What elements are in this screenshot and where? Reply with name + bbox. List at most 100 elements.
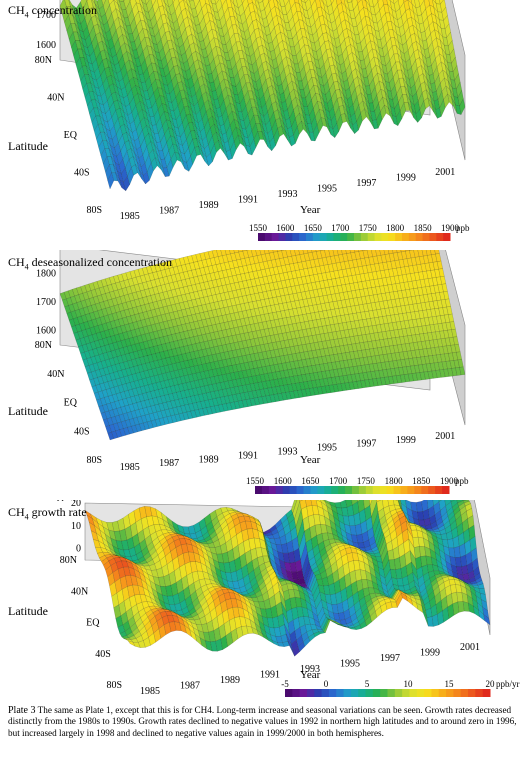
ch4-growth-rate-chart: CH4 growth rate ppb/yr0102080N40NEQ40S80… (0, 500, 526, 705)
colorbar-swatch (354, 233, 362, 241)
colorbar-swatch (285, 689, 293, 697)
z-axis: ppb1600170018001900 (36, 10, 56, 51)
year-tick-label: 1993 (278, 447, 298, 458)
year-axis-label: Year (300, 669, 321, 681)
colorbar-swatch (468, 689, 476, 697)
colorbar-swatch (381, 233, 389, 241)
colorbar-unit: ppb (455, 476, 469, 486)
colorbar-swatch (347, 233, 355, 241)
z-tick-label: 1800 (36, 269, 56, 280)
surface-mesh (59, 0, 466, 192)
colorbar-swatch (394, 689, 403, 697)
colorbar-swatch (317, 486, 325, 494)
surface-plot: ppb/yr0102080N40NEQ40S80SLatitude1985198… (8, 500, 520, 697)
year-tick-label: 1999 (396, 435, 416, 446)
latitude-tick-label: 80S (86, 205, 102, 216)
colorbar-swatch (387, 689, 396, 697)
colorbar-swatch (421, 486, 429, 494)
colorbar-swatch (289, 486, 298, 494)
colorbar-swatch (338, 486, 346, 494)
colorbar-swatch (386, 486, 395, 494)
colorbar-swatch (271, 233, 280, 241)
colorbar-swatch (275, 486, 284, 494)
colorbar-tick-label: 1550 (249, 223, 268, 233)
colorbar-swatch (460, 689, 469, 697)
latitude-tick-label: EQ (64, 398, 78, 409)
latitude-axis-label: Latitude (8, 404, 48, 418)
colorbar-swatch (321, 689, 330, 697)
colorbar-tick-label: 1600 (274, 476, 293, 486)
z-tick-label: 20 (71, 500, 81, 509)
chart-title: CH4 concentration (8, 3, 97, 20)
colorbar-swatch (429, 233, 437, 241)
latitude-axis: 80N 40N EQ 40S 80S Latitude (8, 340, 102, 466)
colorbar-swatch (303, 486, 311, 494)
z-unit-label: ppb/yr (57, 500, 81, 501)
colorbar-swatch (310, 486, 318, 494)
colorbar-swatch (393, 486, 401, 494)
colorbar-swatch (292, 689, 301, 697)
colorbar-tick-label: 1750 (359, 223, 378, 233)
colorbar-swatch (409, 689, 418, 697)
latitude-tick-label: EQ (86, 618, 100, 629)
colorbar-swatch (345, 486, 353, 494)
colorbar-swatch (367, 233, 376, 241)
colorbar-unit: ppb/yr (496, 679, 520, 689)
year-tick-label: 2001 (460, 642, 480, 653)
surface-plot: ppb 1600 1700 1800 1900 80N 40N EQ 40S 80S Latitud… (8, 250, 469, 494)
year-axis: 1985 1987 1989 1991 1993 1995 1997 1999 2001 Year (120, 167, 456, 222)
latitude-axis: 80N 40N EQ 40S 80S Latitude (8, 55, 102, 216)
year-tick-label: 1991 (260, 670, 280, 681)
year-tick-label: 1995 (317, 443, 337, 454)
colorbar-swatch (402, 689, 410, 697)
z-tick-label: 1700 (36, 10, 56, 21)
year-tick-label: 1995 (317, 183, 337, 194)
year-tick-label: 1999 (396, 172, 416, 183)
colorbar-swatch (407, 486, 415, 494)
colorbar-tick-label: 1800 (385, 476, 404, 486)
colorbar-tick-label: 20 (486, 679, 496, 689)
year-tick-label: 1999 (420, 647, 440, 658)
colorbar-tick-label: 5 (365, 679, 370, 689)
year-tick-label: 1997 (356, 178, 376, 189)
colorbar-tick-label: 1850 (414, 223, 433, 233)
z-axis: ppb/yr 0 10 20 (57, 500, 81, 555)
colorbar-swatch (328, 689, 337, 697)
latitude-tick-label: 80N (60, 555, 77, 566)
colorbar-swatch (343, 689, 352, 697)
colorbar-swatch (453, 689, 462, 697)
z-tick-label: 10 (71, 521, 81, 532)
z-tick-label: 1600 (36, 326, 56, 337)
year-tick-label: 2001 (435, 167, 455, 178)
latitude-tick-label: 40S (74, 426, 90, 437)
colorbar-tick-label: 1650 (301, 476, 320, 486)
colorbar-swatch (379, 486, 388, 494)
z-tick-label: 1600 (36, 40, 56, 51)
colorbar-tick-label: 1800 (386, 223, 405, 233)
colorbar-tick-label: 15 (445, 679, 455, 689)
latitude-axis-label: Latitude (8, 604, 48, 618)
colorbar-swatch (331, 486, 339, 494)
colorbar-swatch (442, 486, 450, 494)
surface-mesh (84, 500, 491, 657)
colorbar-swatch (333, 233, 341, 241)
colorbar-tick-label: -5 (281, 679, 289, 689)
latitude-tick-label: 40S (74, 168, 90, 179)
colorbar-swatch (312, 233, 321, 241)
colorbar-tick-label: 1700 (331, 223, 350, 233)
latitude-tick-label: 40N (47, 93, 64, 104)
colorbar-swatch (365, 689, 374, 697)
colorbar-swatch (268, 486, 277, 494)
colorbar-swatch (350, 689, 359, 697)
colorbar-tick-label: 10 (404, 679, 414, 689)
colorbar-swatch (261, 486, 270, 494)
caption-text: The same as Plate 1, except that this is… (8, 705, 517, 738)
colorbar-tick-label: 1650 (304, 223, 323, 233)
colorbar-tick-label: 1900 (441, 223, 460, 233)
colorbar-tick-label: 1700 (329, 476, 348, 486)
z-axis: ppb1600170018001900 (36, 250, 56, 337)
colorbar-swatch (278, 233, 286, 241)
year-tick-label: 1997 (380, 653, 400, 664)
ch4-concentration-chart: CH4 concentration ppb 1600 1700 1800 1900 80N… (0, 0, 526, 245)
year-tick-label: 2001 (435, 431, 455, 442)
